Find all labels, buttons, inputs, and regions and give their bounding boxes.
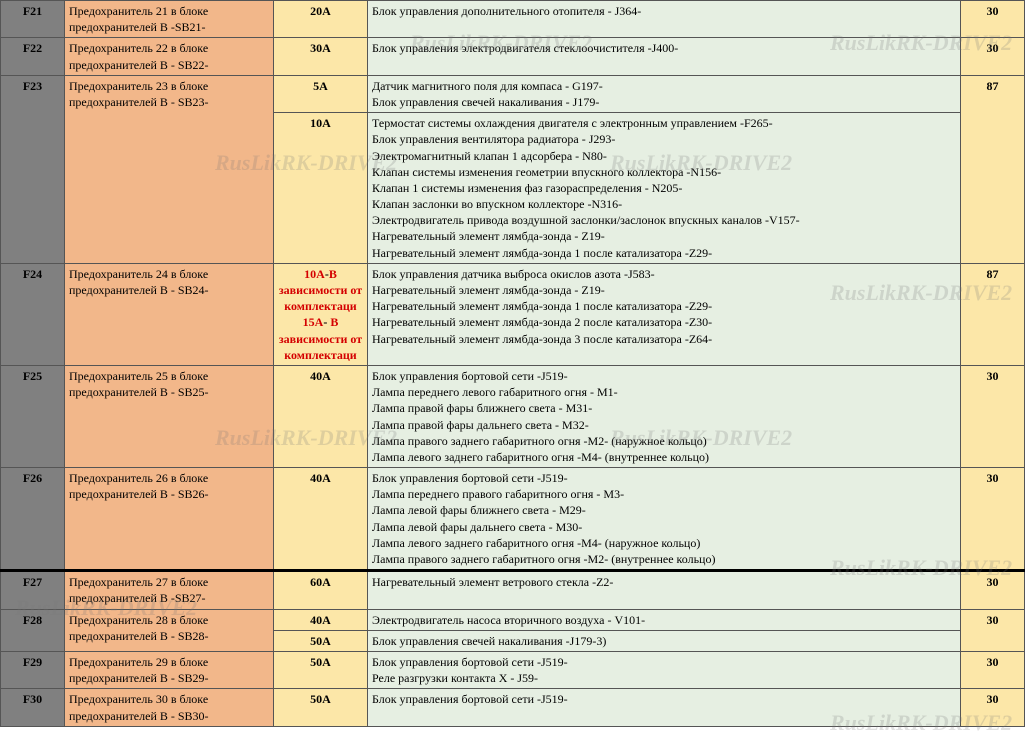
table-row: F29Предохранитель 29 в блоке предохранит… [1,651,1025,688]
fuse-name: Предохранитель 22 в блоке предохранителе… [65,38,274,75]
fuse-name: Предохранитель 28 в блоке предохранителе… [65,609,274,651]
fuse-description: Блок управления дополнительного отопител… [368,1,961,38]
fuse-name: Предохранитель 23 в блоке предохранителе… [65,75,274,263]
fuse-id: F28 [1,609,65,651]
table-row: F26Предохранитель 26 в блоке предохранит… [1,468,1025,571]
fuse-terminal: 30 [961,609,1025,651]
page-wrap: F21Предохранитель 21 в блоке предохранит… [0,0,1025,727]
fuse-id: F30 [1,689,65,726]
fuse-description: Блок управления бортовой сети -J519-Реле… [368,651,961,688]
fuse-description: Блок управления бортовой сети -J519- [368,689,961,726]
fuse-id: F26 [1,468,65,571]
table-row: F28Предохранитель 28 в блоке предохранит… [1,609,1025,630]
fuse-terminal: 30 [961,571,1025,609]
table-row: F23Предохранитель 23 в блоке предохранит… [1,75,1025,112]
fuse-amperage: 30A [274,38,368,75]
fuse-terminal: 87 [961,75,1025,263]
table-row: F30Предохранитель 30 в блоке предохранит… [1,689,1025,726]
fuse-description: Блок управления электродвигателя стеклоо… [368,38,961,75]
fuse-id: F23 [1,75,65,263]
fuse-description: Нагревательный элемент ветрового стекла … [368,571,961,609]
fuse-id: F29 [1,651,65,688]
fuse-terminal: 30 [961,689,1025,726]
fuse-terminal: 30 [961,468,1025,571]
fuse-amperage: 40A [274,468,368,571]
fuse-name: Предохранитель 27 в блоке предохранителе… [65,571,274,609]
table-row: F27Предохранитель 27 в блоке предохранит… [1,571,1025,609]
fuse-name: Предохранитель 25 в блоке предохранителе… [65,365,274,467]
fuse-amperage: 10A [274,113,368,264]
table-row: F25Предохранитель 25 в блоке предохранит… [1,365,1025,467]
fuse-description: Электродвигатель насоса вторичного возду… [368,609,961,630]
fuse-amperage: 5A [274,75,368,112]
fuse-amperage: 10A-В зависимости от комплектаци15A- В з… [274,263,368,365]
fuse-amperage: 50A [274,651,368,688]
table-row: F24Предохранитель 24 в блоке предохранит… [1,263,1025,365]
fuse-terminal: 30 [961,651,1025,688]
fuse-name: Предохранитель 29 в блоке предохранителе… [65,651,274,688]
fuse-terminal: 30 [961,38,1025,75]
table-row: F21Предохранитель 21 в блоке предохранит… [1,1,1025,38]
fuse-id: F27 [1,571,65,609]
fuse-name: Предохранитель 26 в блоке предохранителе… [65,468,274,571]
fuse-name: Предохранитель 24 в блоке предохранителе… [65,263,274,365]
fuse-name: Предохранитель 30 в блоке предохранителе… [65,689,274,726]
fuse-description: Датчик магнитного поля для компаса - G19… [368,75,961,112]
fuse-terminal: 87 [961,263,1025,365]
fuse-description: Блок управления свечей накаливания -J179… [368,630,961,651]
fuse-amperage: 40A [274,609,368,630]
fuse-id: F21 [1,1,65,38]
fuse-amperage: 40A [274,365,368,467]
fuse-id: F24 [1,263,65,365]
fuse-amperage: 20A [274,1,368,38]
table-row: F22Предохранитель 22 в блоке предохранит… [1,38,1025,75]
fuse-id: F25 [1,365,65,467]
fuse-amperage: 60A [274,571,368,609]
fuse-name: Предохранитель 21 в блоке предохранителе… [65,1,274,38]
fuse-terminal: 30 [961,365,1025,467]
fuse-description: Термостат системы охлаждения двигателя с… [368,113,961,264]
fuse-amperage: 50A [274,689,368,726]
fuse-description: Блок управления бортовой сети -J519-Ламп… [368,365,961,467]
fuse-terminal: 30 [961,1,1025,38]
fuse-id: F22 [1,38,65,75]
fuse-description: Блок управления бортовой сети -J519-Ламп… [368,468,961,571]
fuse-amperage: 50A [274,630,368,651]
fuse-description: Блок управления датчика выброса окислов … [368,263,961,365]
fuse-table: F21Предохранитель 21 в блоке предохранит… [0,0,1025,727]
